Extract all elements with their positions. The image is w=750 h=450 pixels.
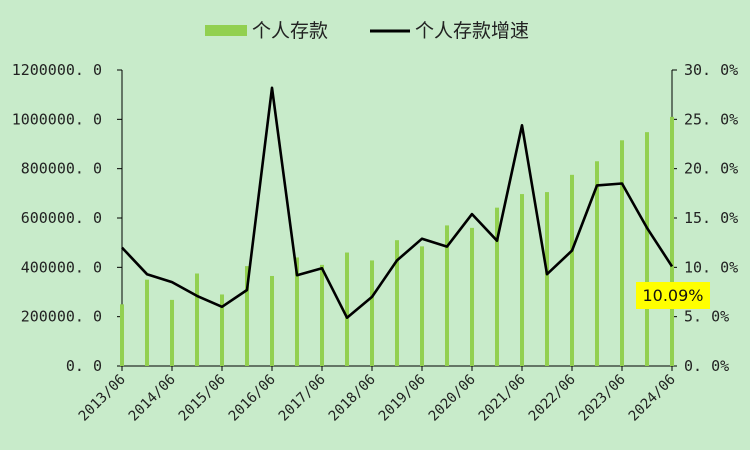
bar	[220, 294, 224, 366]
bar	[545, 192, 549, 366]
bar	[445, 225, 449, 366]
bar	[320, 264, 324, 366]
y-left-tick-label: 600000. 0	[21, 209, 102, 227]
bar	[395, 240, 399, 366]
x-tick-label: 2016/06	[226, 372, 279, 425]
y-left-tick-label: 0. 0	[66, 357, 102, 375]
bar	[145, 279, 149, 366]
y-right-tick-label: 20. 0%	[684, 160, 738, 178]
legend-bar-label: 个人存款	[252, 20, 328, 42]
bar	[170, 299, 174, 366]
legend-bar-swatch	[205, 25, 247, 36]
bar	[245, 266, 249, 366]
callout-box	[636, 282, 710, 309]
growth-line	[121, 86, 674, 320]
y-right-tick-label: 15. 0%	[684, 209, 738, 227]
bar	[520, 194, 524, 366]
x-tick-label: 2021/06	[476, 372, 529, 425]
bar	[670, 116, 674, 366]
callout-label: 10.09%	[642, 286, 703, 305]
x-tick-label: 2022/06	[526, 372, 579, 425]
y-right-tick-label: 5. 0%	[684, 308, 729, 326]
y-right-tick-label: 10. 0%	[684, 258, 738, 276]
bar	[195, 273, 199, 366]
x-tick-label: 2023/06	[576, 372, 629, 425]
x-tick-label: 2014/06	[126, 372, 179, 425]
x-tick-label: 2024/06	[626, 372, 679, 425]
y-left-tick-label: 1000000. 0	[12, 110, 102, 128]
y-left-tick-label: 800000. 0	[21, 160, 102, 178]
legend-line-label: 个人存款增速	[415, 20, 529, 42]
bar	[295, 257, 299, 366]
y-left-tick-label: 400000. 0	[21, 258, 102, 276]
line-series	[121, 86, 674, 320]
x-tick-label: 2015/06	[176, 372, 229, 425]
axes: 0. 0 200000. 0 400000. 0 600000. 0 800000. 0…	[12, 61, 739, 425]
bar	[595, 161, 599, 366]
y-right-tick-label: 25. 0%	[684, 110, 738, 128]
bar	[470, 227, 474, 366]
bar	[120, 304, 124, 366]
x-tick-label: 2018/06	[326, 372, 379, 425]
bar	[420, 246, 424, 366]
bar	[620, 140, 624, 366]
y-left-tick-label: 200000. 0	[21, 308, 102, 326]
bar	[270, 275, 274, 366]
bar	[645, 132, 649, 366]
bar	[495, 207, 499, 366]
x-tick-label: 2019/06	[376, 372, 429, 425]
legend: 个人存款 个人存款增速	[205, 20, 529, 42]
y-left-tick-label: 1200000. 0	[12, 61, 102, 79]
callout: 10.09%	[636, 282, 710, 309]
y-right-tick-label: 30. 0%	[684, 61, 738, 79]
bar-series	[120, 116, 674, 366]
bar	[570, 174, 574, 366]
y-right-tick-label: 0. 0%	[684, 357, 729, 375]
bar	[345, 252, 349, 366]
x-tick-label: 2020/06	[426, 372, 479, 425]
x-tick-label: 2013/06	[76, 372, 129, 425]
x-tick-label: 2017/06	[276, 372, 329, 425]
bar	[370, 260, 374, 366]
